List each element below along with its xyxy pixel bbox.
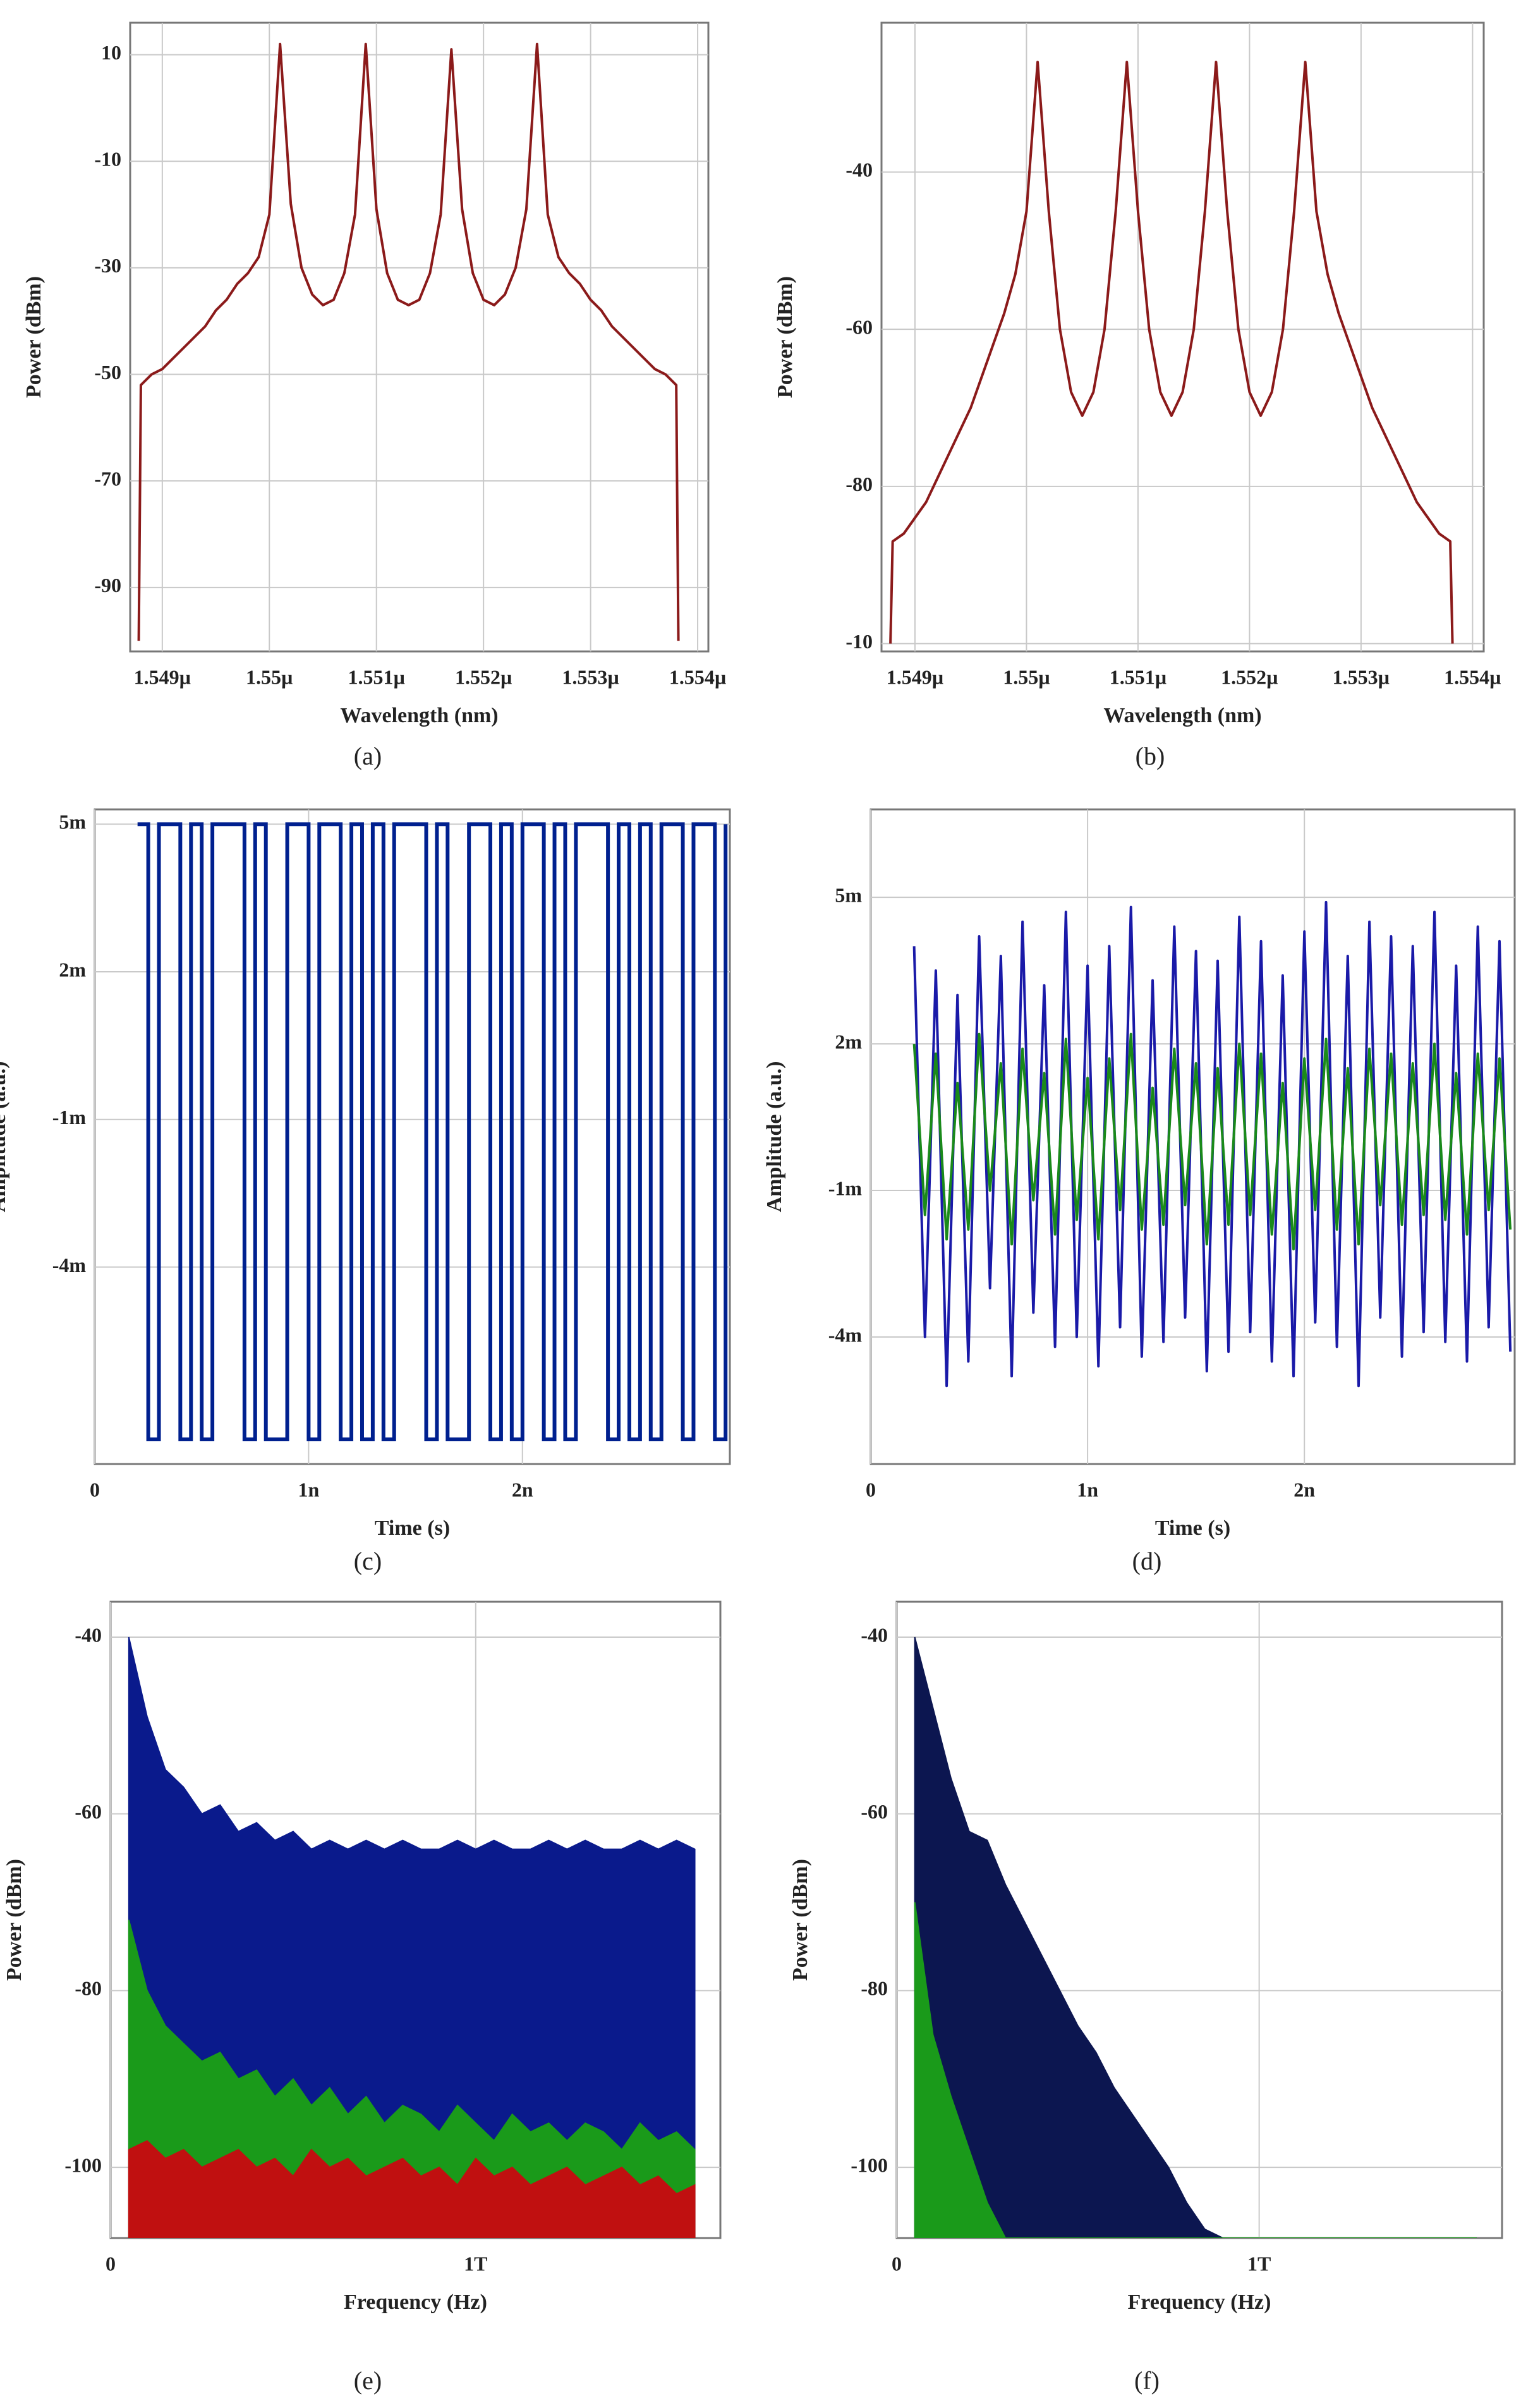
y-tick-label: -1m bbox=[828, 1177, 863, 1199]
x-tick-label: 1.552µ bbox=[455, 665, 512, 688]
panel-caption: (a) bbox=[354, 742, 382, 770]
panel: -40 -60 -80 -100 0 1T Power (dBm) Frequency (Hz… bbox=[789, 1600, 1503, 2395]
x-tick-label: 2n bbox=[1294, 1478, 1315, 1501]
y-tick-label: -100 bbox=[64, 2153, 102, 2176]
y-axis-label: Amplitude (a.u.) bbox=[763, 1062, 786, 1213]
panel: -40 -60 -80 -10 1.549µ 1.55µ 1.551µ 1.552µ 1.553… bbox=[773, 21, 1501, 770]
y-axis-label: Power (dBm) bbox=[3, 1859, 26, 1981]
panel-caption: (e) bbox=[354, 2366, 382, 2395]
y-tick-label: -40 bbox=[845, 159, 873, 181]
x-tick-label: 1n bbox=[1077, 1478, 1098, 1501]
x-axis-label: Time (s) bbox=[1155, 1516, 1230, 1540]
y-tick-label: -70 bbox=[94, 468, 121, 490]
y-tick-label: -40 bbox=[75, 1623, 102, 1646]
y-tick-label: -60 bbox=[75, 1800, 102, 1823]
panel: 5m 2m -1m -4m 0 1n 2n Amplitude (a.u.) Time (s) (… bbox=[0, 808, 731, 1575]
y-tick-label: -80 bbox=[75, 1977, 102, 2000]
y-axis-label: Amplitude (a.u.) bbox=[0, 1062, 10, 1213]
y-tick-label: -90 bbox=[94, 574, 121, 596]
series-line bbox=[912, 1032, 1512, 1250]
x-tick-label: 1.551µ bbox=[1110, 665, 1166, 688]
x-axis-label: Wavelength (nm) bbox=[340, 704, 498, 727]
y-tick-label: -4m bbox=[828, 1323, 863, 1346]
y-tick-label: -100 bbox=[851, 2153, 888, 2176]
x-tick-label: 1.553µ bbox=[1333, 665, 1390, 688]
panel-caption: (c) bbox=[354, 1547, 382, 1575]
x-tick-label: 1.554µ bbox=[669, 665, 726, 688]
y-tick-label: -1m bbox=[52, 1106, 87, 1128]
series-area bbox=[128, 1637, 696, 2238]
x-axis-label: Wavelength (nm) bbox=[1103, 704, 1261, 727]
y-tick-label: -60 bbox=[861, 1800, 888, 1823]
y-tick-label: 2m bbox=[59, 958, 86, 981]
x-axis-label: Frequency (Hz) bbox=[344, 2290, 487, 2314]
y-axis-label: Power (dBm) bbox=[22, 276, 45, 398]
y-axis-label: Power (dBm) bbox=[773, 276, 797, 398]
x-tick-label: 1T bbox=[464, 2252, 487, 2275]
x-tick-label: 1.551µ bbox=[348, 665, 405, 688]
y-tick-label: -4m bbox=[52, 1254, 87, 1276]
y-tick-label: -50 bbox=[94, 361, 121, 384]
series-line bbox=[889, 61, 1454, 644]
x-tick-label: 0 bbox=[892, 2252, 902, 2275]
x-tick-label: 1.552µ bbox=[1221, 665, 1278, 688]
series-area bbox=[128, 1920, 696, 2238]
y-tick-label: -60 bbox=[845, 315, 873, 338]
x-tick-label: 1.55µ bbox=[1003, 665, 1050, 688]
x-tick-label: 1T bbox=[1247, 2252, 1271, 2275]
x-tick-label: 1n bbox=[298, 1478, 319, 1501]
x-tick-label: 1.553µ bbox=[562, 665, 619, 688]
y-tick-label: -30 bbox=[94, 254, 121, 277]
plot-frame bbox=[880, 21, 1485, 653]
series-area bbox=[914, 1902, 1477, 2238]
panel-caption: (b) bbox=[1136, 742, 1165, 770]
y-tick-label: 5m bbox=[835, 884, 862, 907]
y-tick-label: 2m bbox=[835, 1030, 862, 1053]
y-tick-label: 5m bbox=[59, 811, 86, 833]
y-tick-label: 10 bbox=[101, 41, 121, 64]
panel-caption: (d) bbox=[1132, 1547, 1162, 1575]
panel-caption: (f) bbox=[1134, 2366, 1160, 2395]
y-tick-label: -80 bbox=[861, 1977, 888, 2000]
y-axis-label: Power (dBm) bbox=[789, 1859, 812, 1981]
y-tick-label: -10 bbox=[94, 148, 121, 171]
x-tick-label: 0 bbox=[106, 2252, 116, 2275]
x-tick-label: 2n bbox=[512, 1478, 533, 1501]
panel: -40 -60 -80 -100 0 1T Power (dBm) Frequency (Hz… bbox=[3, 1600, 722, 2395]
plot-frame bbox=[129, 21, 710, 653]
series-area bbox=[128, 2139, 696, 2238]
series-step bbox=[137, 822, 728, 1442]
x-tick-label: 0 bbox=[90, 1478, 100, 1501]
panel: 10 -10 -30 -50 -70 -90 1.549µ 1.55µ 1.551µ 1.552µ… bbox=[22, 21, 726, 770]
x-tick-label: 0 bbox=[866, 1478, 876, 1501]
x-axis-label: Time (s) bbox=[375, 1516, 450, 1540]
x-tick-label: 1.549µ bbox=[887, 665, 943, 688]
panel: 5m 2m -1m -4m 0 1n 2n Amplitude (a.u.) Time (s) (… bbox=[763, 808, 1516, 1575]
y-tick-label: -40 bbox=[861, 1623, 888, 1646]
x-axis-label: Frequency (Hz) bbox=[1128, 2290, 1271, 2314]
x-tick-label: 1.549µ bbox=[134, 665, 191, 688]
y-tick-label: -80 bbox=[845, 473, 873, 495]
series-line bbox=[137, 42, 680, 641]
series-area bbox=[914, 1637, 1477, 2238]
x-tick-label: 1.55µ bbox=[246, 665, 293, 688]
x-tick-label: 1.554µ bbox=[1444, 665, 1501, 688]
y-tick-label: -10 bbox=[845, 630, 873, 653]
